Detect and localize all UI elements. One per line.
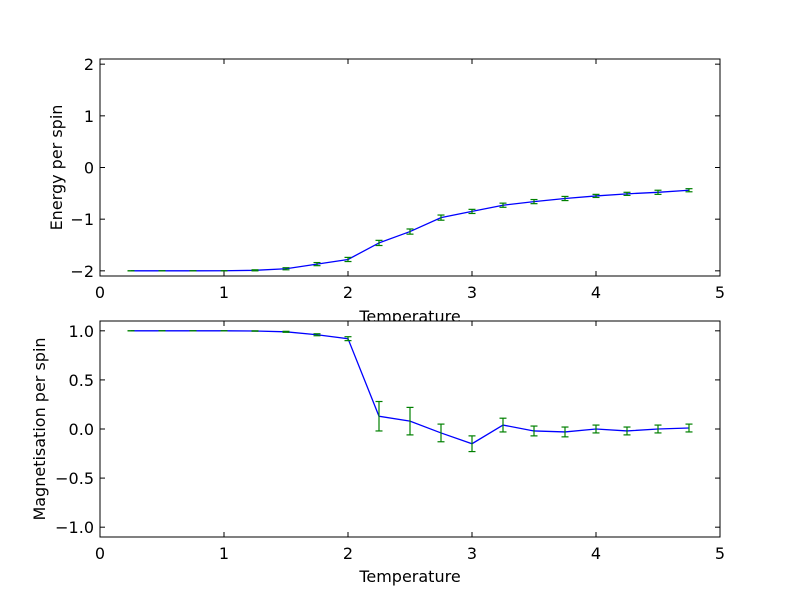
magnetisation-ytick-label: 0.5 bbox=[69, 371, 94, 390]
magnetisation-ytick-label: 0.0 bbox=[69, 420, 94, 439]
energy-ytick-label: 0 bbox=[84, 159, 94, 178]
magnetisation-ytick-label: −1.0 bbox=[55, 518, 94, 537]
magnetisation-xtick-label: 4 bbox=[591, 544, 601, 563]
energy-xtick-label: 0 bbox=[95, 283, 105, 302]
magnetisation-xtick-label: 1 bbox=[219, 544, 229, 563]
magnetisation-xtick-label: 2 bbox=[343, 544, 353, 563]
magnetisation-xtick-label: 0 bbox=[95, 544, 105, 563]
magnetisation-xtick-label: 5 bbox=[715, 544, 725, 563]
energy-xtick-label: 4 bbox=[591, 283, 601, 302]
energy-xtick-label: 5 bbox=[715, 283, 725, 302]
energy-ytick-label: 2 bbox=[84, 55, 94, 74]
energy-plot-frame bbox=[99, 58, 721, 277]
magnetisation-ytick-label: 1.0 bbox=[69, 322, 94, 341]
magnetisation-y-axis-title: Magnetisation per spin bbox=[30, 337, 49, 520]
energy-ytick-label: −2 bbox=[70, 262, 94, 281]
energy-ytick-label: −1 bbox=[70, 210, 94, 229]
magnetisation-xtick-label: 3 bbox=[467, 544, 477, 563]
energy-ytick-label: 1 bbox=[84, 107, 94, 126]
energy-plot-area bbox=[127, 188, 693, 272]
magnetisation-plot-area bbox=[127, 330, 693, 453]
magnetisation-ytick-label: −0.5 bbox=[55, 469, 94, 488]
energy-xtick-label: 3 bbox=[467, 283, 477, 302]
magnetisation-subplot: 0 1 2 3 4 5 −1.0 −0.5 0.0 0.5 1.0 Temperature Magnet… bbox=[30, 320, 725, 586]
magnetisation-x-axis-title: Temperature bbox=[358, 567, 460, 586]
energy-xtick-label: 2 bbox=[343, 283, 353, 302]
energy-xtick-label: 1 bbox=[219, 283, 229, 302]
energy-y-axis-title: Energy per spin bbox=[47, 105, 66, 231]
